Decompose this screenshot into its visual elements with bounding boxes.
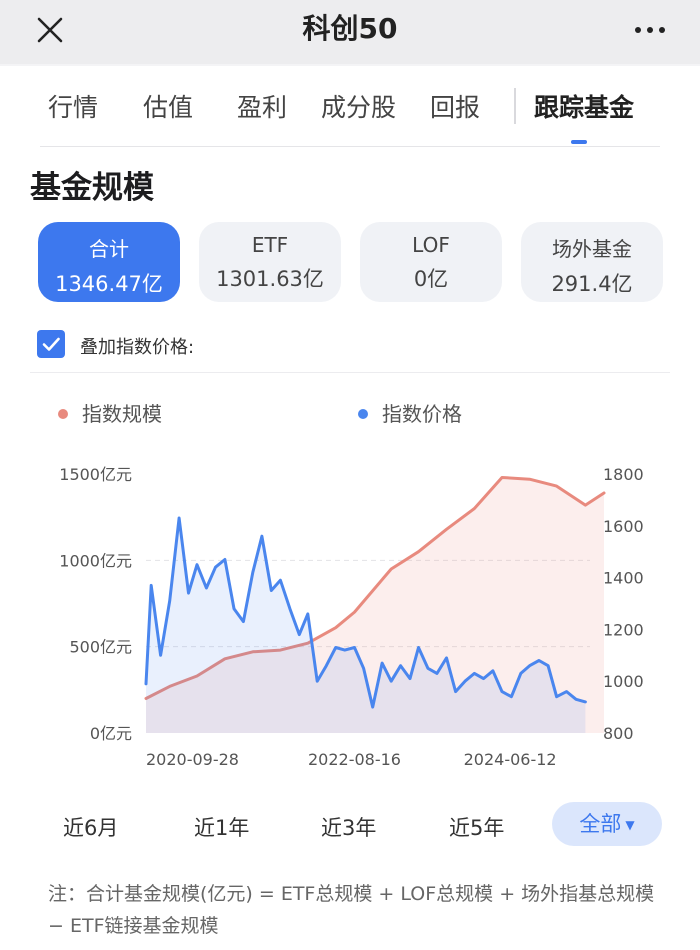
chip-lof[interactable]: LOF 0亿 xyxy=(360,222,502,302)
chip-label: LOF xyxy=(412,233,450,257)
y-left-tick-label: 500亿元 xyxy=(69,638,132,657)
y-right-tick-label: 1400 xyxy=(603,569,644,588)
x-tick-label: 2024-06-12 xyxy=(464,750,557,769)
chip-total[interactable]: 合计 1346.47亿 xyxy=(38,222,180,302)
range-1y-button[interactable]: 近1年 xyxy=(194,816,250,840)
legend-fund-scale[interactable]: 指数规模 xyxy=(58,398,162,427)
fund-scale-chart[interactable]: 1500亿元 1000亿元 500亿元 0亿元 1800 1600 1400 1200 1000… xyxy=(0,451,700,781)
footnote: 注：合计基金规模(亿元) = ETF总规模 + LOF总规模 + 场外指基总规模… xyxy=(48,883,655,937)
chip-label: 场外基金 xyxy=(552,237,632,261)
overlay-price-checkbox[interactable] xyxy=(37,330,65,358)
chip-value: 0亿 xyxy=(413,267,449,291)
chip-value: 1346.47亿 xyxy=(55,272,163,296)
range-6m-button[interactable]: 近6月 xyxy=(63,816,119,840)
range-5y-button[interactable]: 近5年 xyxy=(449,816,505,840)
legend-index-price[interactable]: 指数价格 xyxy=(358,398,462,427)
legend-label: 指数价格 xyxy=(382,402,462,426)
title-bar: 科创50 xyxy=(0,0,700,64)
tab-bar: 行情 估值 盈利 成分股 回报 跟踪基金 xyxy=(0,66,700,148)
chip-value: 1301.63亿 xyxy=(216,267,324,291)
range-3y-button[interactable]: 近3年 xyxy=(321,816,377,840)
active-tab-indicator xyxy=(571,140,587,144)
close-icon[interactable] xyxy=(30,10,70,50)
tab-constituents[interactable]: 成分股 xyxy=(321,93,397,122)
tab-bar-underline xyxy=(40,146,660,147)
page-title: 科创50 xyxy=(302,12,398,45)
dropdown-caret-icon: ▼ xyxy=(625,818,635,832)
chip-label: ETF xyxy=(251,233,289,257)
chip-value: 291.4亿 xyxy=(551,272,633,296)
x-tick-label: 2022-08-16 xyxy=(308,750,401,769)
y-right-tick-label: 1000 xyxy=(603,672,644,691)
tab-profit[interactable]: 盈利 xyxy=(237,93,288,122)
range-all-button[interactable]: 全部 ▼ xyxy=(552,802,662,846)
content-card: 行情 估值 盈利 成分股 回报 跟踪基金 基金规模 合计 1346.47亿 ET… xyxy=(0,66,700,950)
y-right-tick-label: 1600 xyxy=(603,517,644,536)
legend-label: 指数规模 xyxy=(82,402,162,426)
tab-valuation[interactable]: 估值 xyxy=(143,93,194,122)
y-left-tick-label: 0亿元 xyxy=(90,724,132,743)
y-right-tick-label: 1200 xyxy=(603,620,644,639)
divider xyxy=(30,372,670,373)
tab-tracking-funds[interactable]: 跟踪基金 xyxy=(534,93,635,122)
series-line-index-price xyxy=(144,516,587,709)
y-left-tick-label: 1500亿元 xyxy=(59,465,132,484)
chip-etf[interactable]: ETF 1301.63亿 xyxy=(199,222,341,302)
y-right-tick-label: 800 xyxy=(603,724,634,743)
range-all-label: 全部 xyxy=(579,812,622,836)
overlay-price-label: 叠加指数价格: xyxy=(80,337,195,358)
section-title: 基金规模 xyxy=(30,170,154,206)
y-left-tick-label: 1000亿元 xyxy=(59,551,132,570)
more-icon[interactable] xyxy=(630,10,670,50)
x-tick-label: 2020-09-28 xyxy=(146,750,239,769)
y-right-tick-label: 1800 xyxy=(603,465,644,484)
series-area-fund-scale xyxy=(146,477,604,733)
legend-dot-icon xyxy=(58,408,68,419)
series-area-index-price xyxy=(146,518,586,733)
tab-separator xyxy=(514,88,516,124)
chip-label: 合计 xyxy=(89,237,129,261)
checkmark-icon xyxy=(42,337,60,351)
tab-market[interactable]: 行情 xyxy=(48,93,99,122)
chip-otc-funds[interactable]: 场外基金 291.4亿 xyxy=(521,222,663,302)
legend-dot-icon xyxy=(358,408,368,419)
tab-returns[interactable]: 回报 xyxy=(430,93,481,122)
series-line-fund-scale xyxy=(144,476,606,700)
